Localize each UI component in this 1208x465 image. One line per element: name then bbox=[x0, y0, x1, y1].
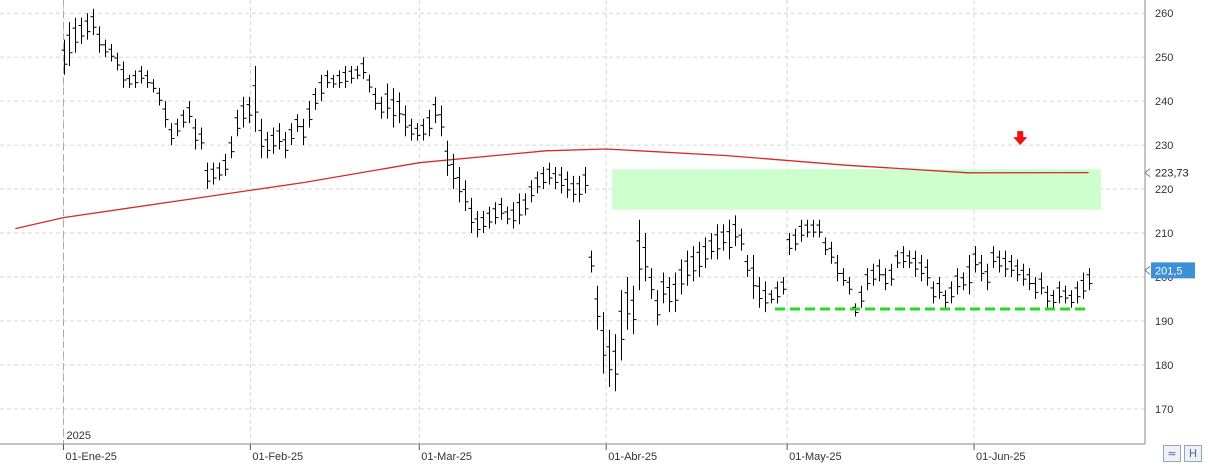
x-tick-label: 01-Feb-25 bbox=[252, 451, 303, 463]
last-price-marker-box bbox=[1151, 262, 1195, 279]
y-tick-label: 190 bbox=[1155, 316, 1173, 328]
y-tick-label: 170 bbox=[1155, 404, 1173, 416]
save-button[interactable]: H bbox=[1184, 445, 1202, 462]
year-label: 2025 bbox=[67, 430, 91, 442]
moving-average-line bbox=[15, 148, 1089, 230]
y-tick-label: 180 bbox=[1155, 360, 1173, 372]
last-price-marker-label: 201,5 bbox=[1155, 265, 1183, 277]
ma-value-marker-label: 223,73 bbox=[1155, 168, 1189, 180]
x-tick-label: 01-Abr-25 bbox=[608, 451, 657, 463]
last-price-marker-pointer bbox=[1144, 265, 1151, 275]
y-tick-label: 230 bbox=[1155, 140, 1173, 152]
y-tick-label: 250 bbox=[1155, 52, 1173, 64]
x-tick-label: 01-May-25 bbox=[789, 451, 842, 463]
ma-value-marker-box bbox=[1151, 164, 1195, 181]
x-tick-label: 01-Jun-25 bbox=[976, 451, 1026, 463]
y-tick-label: 240 bbox=[1155, 96, 1173, 108]
wave-tool-button[interactable]: ≈ bbox=[1163, 445, 1181, 462]
y-tick-label: 260 bbox=[1155, 8, 1173, 20]
x-tick-label: 01-Mar-25 bbox=[421, 451, 472, 463]
y-tick-label: 210 bbox=[1155, 228, 1173, 240]
y-tick-label: 220 bbox=[1155, 184, 1173, 196]
sell-arrow-icon bbox=[1013, 131, 1028, 146]
ma-value-marker-pointer bbox=[1144, 168, 1151, 178]
resistance-zone bbox=[612, 169, 1101, 210]
x-tick-label: 01-Ene-25 bbox=[66, 451, 117, 463]
